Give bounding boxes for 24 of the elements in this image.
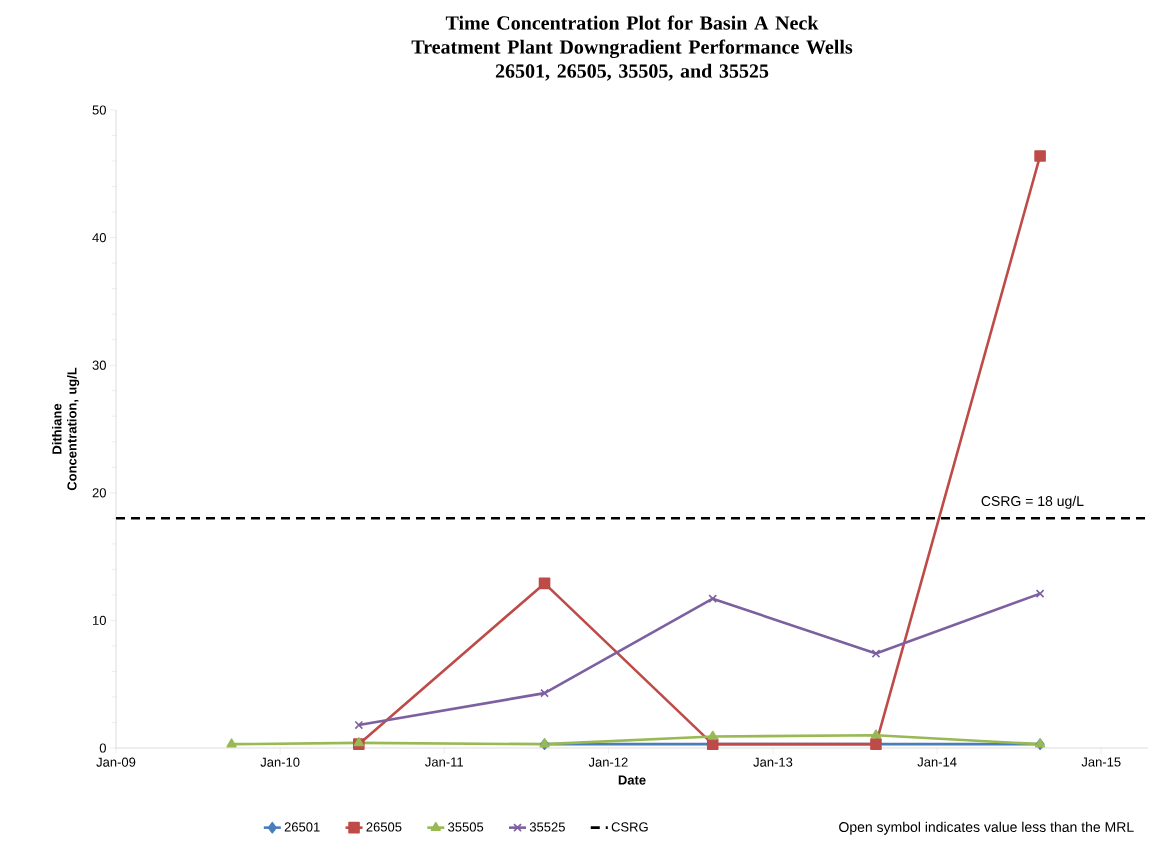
x-tick-label: Jan-12 [588,757,628,767]
chart-title: Time Concentration Plot for Basin A Neck Treatment Plant Downgradient Performance Wells [411,15,853,59]
legend-label: CSRG [611,822,648,832]
legend-label: 35525 [529,822,565,832]
text: Open symbol indicates value less than the MRL [839,821,1134,835]
x-tick-label: Jan-15 [1081,757,1121,767]
x-axis-title: Date [618,775,646,785]
legend-label: 26501 [284,822,320,832]
y-tick-label: 0 [99,743,106,753]
x-tick-label: Jan-09 [96,757,136,767]
y-tick-label: 10 [93,615,106,625]
y-tick-label: 20 [92,488,106,498]
x-tick-label: Jan-13 [753,757,793,767]
x-tick-label: Jan-11 [425,757,464,767]
legend-label: 26505 [366,822,402,832]
y-tick-label: 40 [92,232,106,243]
y-tick-label: 50 [92,105,106,115]
legend-label: 35505 [448,822,484,832]
x-tick-label: Jan-10 [260,757,300,767]
y-axis-title: Dithiane Concentration, ug/L [52,367,80,491]
x-tick-label: Jan-14 [917,757,957,767]
y-tick-label: 30 [92,360,106,370]
chart-subtitle: 26501, 26505, 35505, and 35525 [495,63,769,81]
annotation: CSRG = 18 ug/L [981,495,1084,509]
